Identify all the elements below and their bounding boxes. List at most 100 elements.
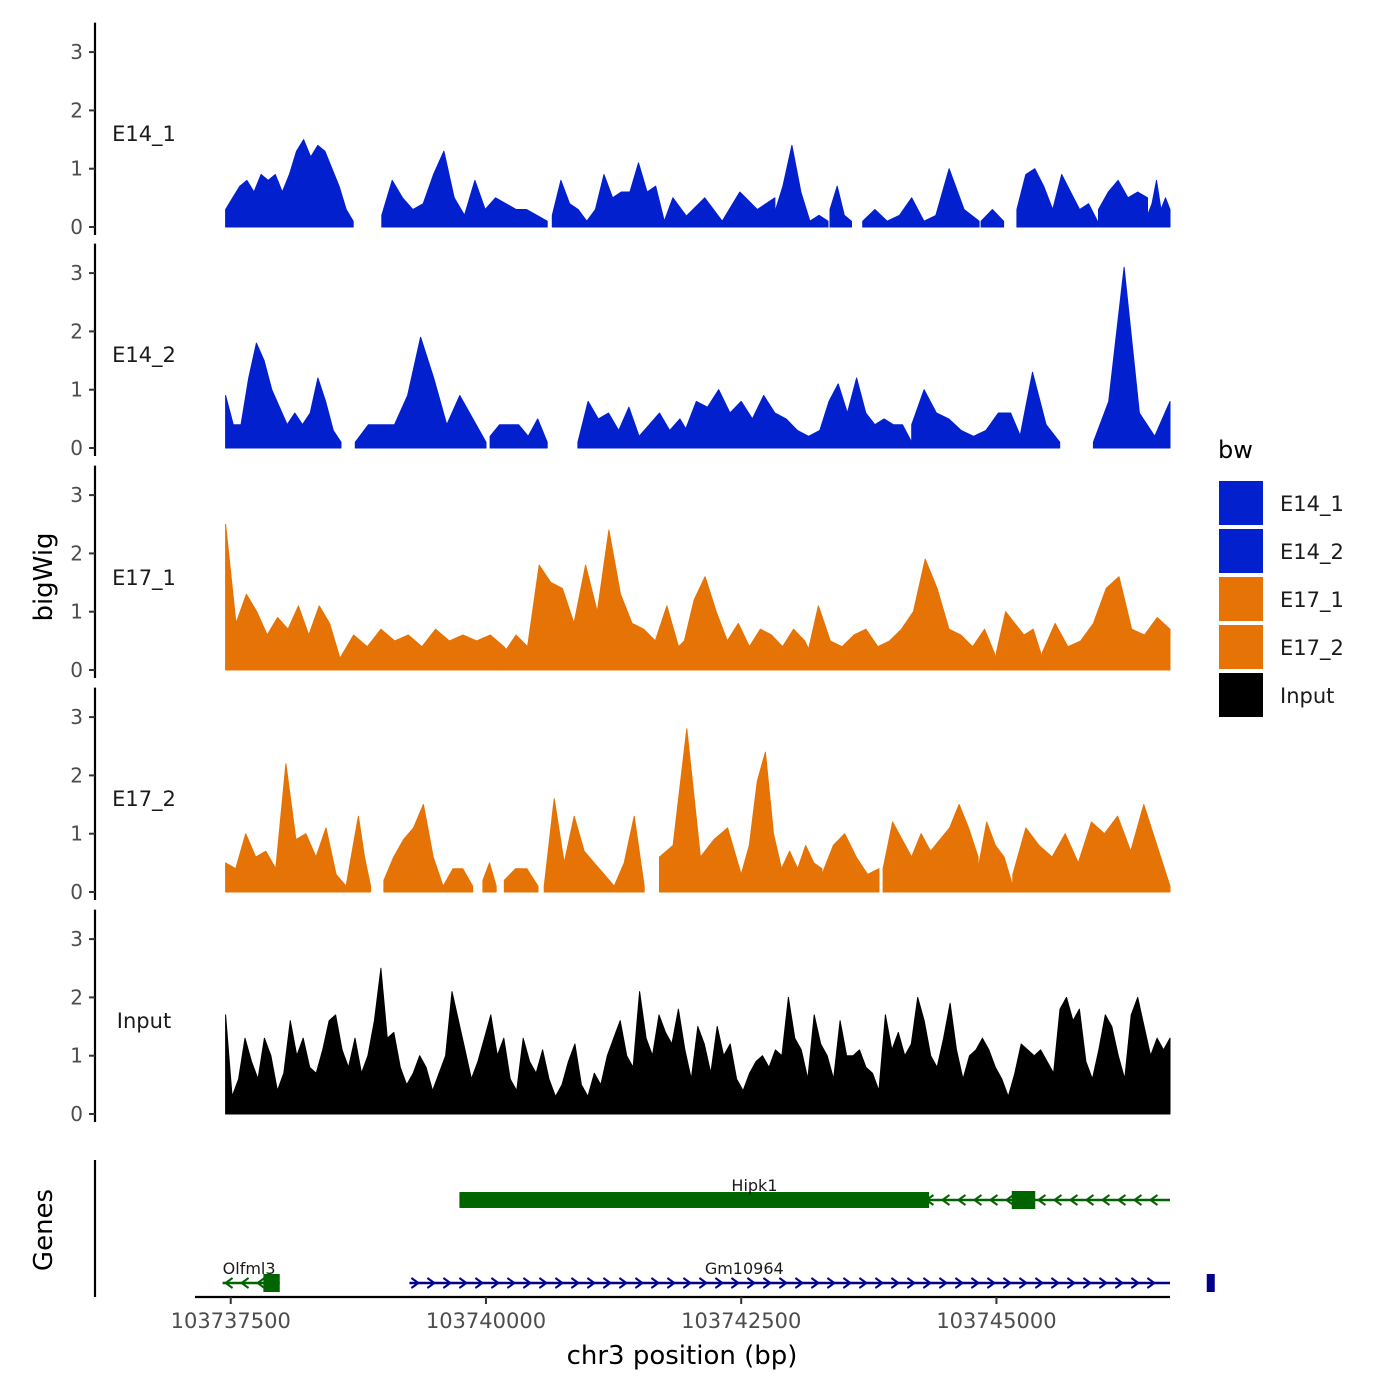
x-tick-label: 103740000	[426, 1309, 546, 1333]
y-tick-label: 1	[70, 822, 83, 846]
legend-label: E17_2	[1280, 636, 1344, 661]
strand-arrow	[730, 1277, 741, 1289]
strand-arrow	[988, 1194, 999, 1206]
coverage-area	[819, 377, 913, 449]
coverage-area	[806, 558, 997, 671]
y-tick-label: 2	[70, 541, 83, 565]
strand-arrow	[1002, 1277, 1013, 1289]
coverage-area	[740, 751, 823, 893]
coverage-area	[829, 185, 852, 228]
strand-arrow	[1036, 1194, 1047, 1206]
y-tick-label: 0	[70, 1102, 83, 1126]
strand-arrow	[410, 1277, 421, 1289]
strand-arrow	[223, 1277, 234, 1289]
strand-arrow	[826, 1277, 837, 1289]
coverage-area	[686, 191, 776, 228]
coverage-area	[482, 862, 497, 893]
strand-arrow	[554, 1277, 565, 1289]
strand-arrow	[1068, 1194, 1079, 1206]
strand-arrow	[650, 1277, 661, 1289]
strand-arrow	[682, 1277, 693, 1289]
strand-arrow	[954, 1277, 965, 1289]
coverage-area	[911, 389, 1024, 449]
strand-arrow	[239, 1277, 250, 1289]
strand-arrow	[1018, 1277, 1029, 1289]
y-tick-label: 1	[70, 600, 83, 624]
strand-arrow	[922, 1277, 933, 1289]
y-tick-label: 1	[70, 157, 83, 181]
y-tick-label: 0	[70, 436, 83, 460]
strand-arrow	[714, 1277, 725, 1289]
coverage-area	[503, 868, 539, 893]
coverage-area	[977, 821, 1014, 893]
coverage-area	[225, 967, 1171, 1115]
strand-arrow	[890, 1277, 901, 1289]
legend-swatch	[1219, 625, 1263, 669]
strand-arrow	[586, 1277, 597, 1289]
coverage-area	[225, 523, 341, 671]
strand-arrow	[858, 1277, 869, 1289]
strand-arrow	[426, 1277, 437, 1289]
strand-arrow	[1116, 1194, 1127, 1206]
strand-arrow	[490, 1277, 501, 1289]
strand-arrow	[940, 1194, 951, 1206]
strand-arrow	[698, 1277, 709, 1289]
coverage-area	[1041, 576, 1171, 671]
y-tick-label: 3	[70, 40, 83, 64]
coverage-area	[773, 144, 829, 228]
coverage-area	[551, 162, 691, 228]
coverage-area	[225, 763, 347, 893]
y-tick-label: 1	[70, 378, 83, 402]
x-tick-label: 103742500	[681, 1309, 801, 1333]
strand-arrow	[874, 1277, 885, 1289]
coverage-area	[933, 168, 980, 228]
gene-label: Gm10964	[705, 1259, 784, 1278]
strand-arrow	[474, 1277, 485, 1289]
coverage-area	[682, 576, 817, 671]
coverage-area	[354, 336, 487, 449]
strand-arrow	[938, 1277, 949, 1289]
strand-arrow	[1066, 1277, 1077, 1289]
track-label: Input	[117, 1009, 171, 1033]
coverage-area	[442, 868, 474, 893]
y-tick-label: 0	[70, 880, 83, 904]
y-tick-label: 0	[70, 658, 83, 682]
coverage-area	[225, 342, 342, 449]
gene-exon	[810, 1192, 930, 1208]
legend-swatch	[1219, 481, 1263, 525]
legend: bw E14_1 E14_2 E17_1 E17_2 Input	[1218, 436, 1344, 717]
strand-arrow	[1050, 1277, 1061, 1289]
strand-arrow	[666, 1277, 677, 1289]
y-tick-label: 3	[70, 705, 83, 729]
track-label: E14_2	[112, 343, 176, 368]
strand-arrow	[794, 1277, 805, 1289]
track-e14-1: 0 1 2 3 E14_1	[70, 22, 1171, 239]
track-e14-2: 0 1 2 3 E14_2	[70, 243, 1171, 460]
gene-gm10964: Gm10964	[409, 1259, 1215, 1292]
legend-swatch	[1219, 577, 1263, 621]
coverage-area	[225, 139, 354, 228]
y-tick-label: 3	[70, 483, 83, 507]
strand-arrow	[1098, 1277, 1109, 1289]
strand-arrow	[810, 1277, 821, 1289]
strand-arrow	[1052, 1194, 1063, 1206]
strand-arrow	[762, 1277, 773, 1289]
strand-arrow	[618, 1277, 629, 1289]
y-axis-title: bigWig	[29, 532, 59, 621]
strand-arrow	[842, 1277, 853, 1289]
gene-label: Hipk1	[731, 1176, 777, 1195]
coverage-area	[1018, 371, 1061, 449]
track-e17-2: 0 1 2 3 E17_2	[70, 687, 1171, 904]
legend-label: E14_1	[1280, 492, 1344, 517]
strand-arrow	[458, 1277, 469, 1289]
legend-title: bw	[1218, 436, 1253, 464]
coverage-area	[995, 611, 1043, 671]
x-axis: 103737500 103740000 103742500 103745000	[171, 1295, 1170, 1333]
legend-swatch	[1219, 529, 1263, 573]
strand-arrow	[778, 1277, 789, 1289]
coverage-area	[383, 804, 444, 893]
strand-arrow	[506, 1277, 517, 1289]
y-tick-label: 2	[70, 98, 83, 122]
legend-label: E17_1	[1280, 588, 1344, 613]
